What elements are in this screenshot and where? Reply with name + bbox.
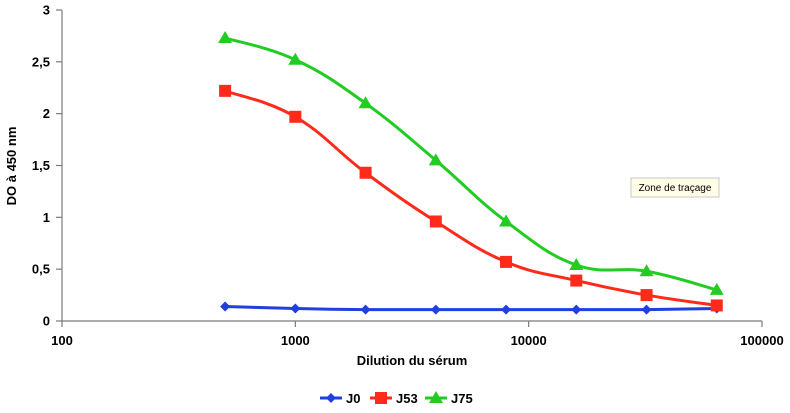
data-point-j53 [710, 299, 723, 312]
x-tick-label: 100 [51, 333, 73, 348]
data-point-j0 [641, 304, 652, 315]
x-axis-title: Dilution du sérum [357, 353, 468, 368]
series-group [218, 30, 724, 315]
legend-marker-j53 [375, 392, 387, 404]
data-point-j0 [290, 303, 301, 314]
y-tick-label: 1 [43, 210, 50, 225]
data-point-j75 [358, 96, 373, 109]
data-point-j53 [500, 255, 513, 268]
data-point-j53 [289, 110, 302, 123]
data-point-j75 [639, 264, 654, 277]
data-point-j75 [428, 153, 443, 166]
legend-item-j75: J75 [425, 391, 473, 406]
y-tick-label: 1,5 [32, 158, 50, 173]
y-tick-label: 2,5 [32, 54, 50, 69]
x-ticks: 100 1000 10000 100000 [51, 321, 784, 348]
series-line-j53 [224, 89, 717, 307]
y-tick-label: 3 [43, 3, 50, 18]
x-tick-label: 10000 [511, 333, 547, 348]
series-j53 [219, 84, 723, 312]
tooltip: Zone de traçage [630, 177, 720, 198]
y-ticks: 0 0,5 1 1,5 2 2,5 3 [32, 3, 62, 329]
data-point-j0 [501, 304, 512, 315]
legend-label-j75: J75 [451, 391, 473, 406]
legend-marker-j0 [326, 393, 336, 403]
y-axis-title: DO à 450 nm [4, 127, 19, 206]
y-tick-label: 0 [43, 314, 50, 329]
legend-label-j0: J0 [346, 391, 360, 406]
legend-marker-j75 [429, 391, 443, 403]
series-line-j0 [225, 304, 717, 312]
tooltip-text: Zone de traçage [639, 183, 712, 194]
series-line-j75 [224, 36, 718, 292]
data-point-j53 [219, 84, 232, 97]
data-point-j0 [430, 304, 441, 315]
y-tick-label: 2 [43, 106, 50, 121]
series-j0 [220, 301, 722, 315]
data-point-j53 [359, 166, 372, 179]
data-point-j0 [571, 304, 582, 315]
legend-item-j0: J0 [320, 391, 360, 406]
legend-label-j53: J53 [396, 391, 418, 406]
tooltip-box [630, 177, 720, 198]
data-point-j53 [570, 274, 583, 287]
data-point-j75 [288, 52, 303, 65]
data-point-j53 [429, 215, 442, 228]
data-point-j53 [640, 289, 653, 302]
data-point-j75 [709, 282, 724, 295]
x-tick-label: 1000 [281, 333, 310, 348]
data-point-j0 [220, 301, 231, 312]
data-point-j75 [218, 30, 233, 43]
legend: J0 J53 J75 [320, 391, 473, 406]
y-tick-label: 0,5 [32, 262, 50, 277]
data-point-j75 [569, 258, 584, 271]
legend-item-j53: J53 [370, 391, 418, 406]
series-j75 [218, 30, 724, 295]
x-tick-label: 100000 [740, 333, 783, 348]
data-point-j75 [499, 214, 514, 227]
data-point-j0 [360, 304, 371, 315]
